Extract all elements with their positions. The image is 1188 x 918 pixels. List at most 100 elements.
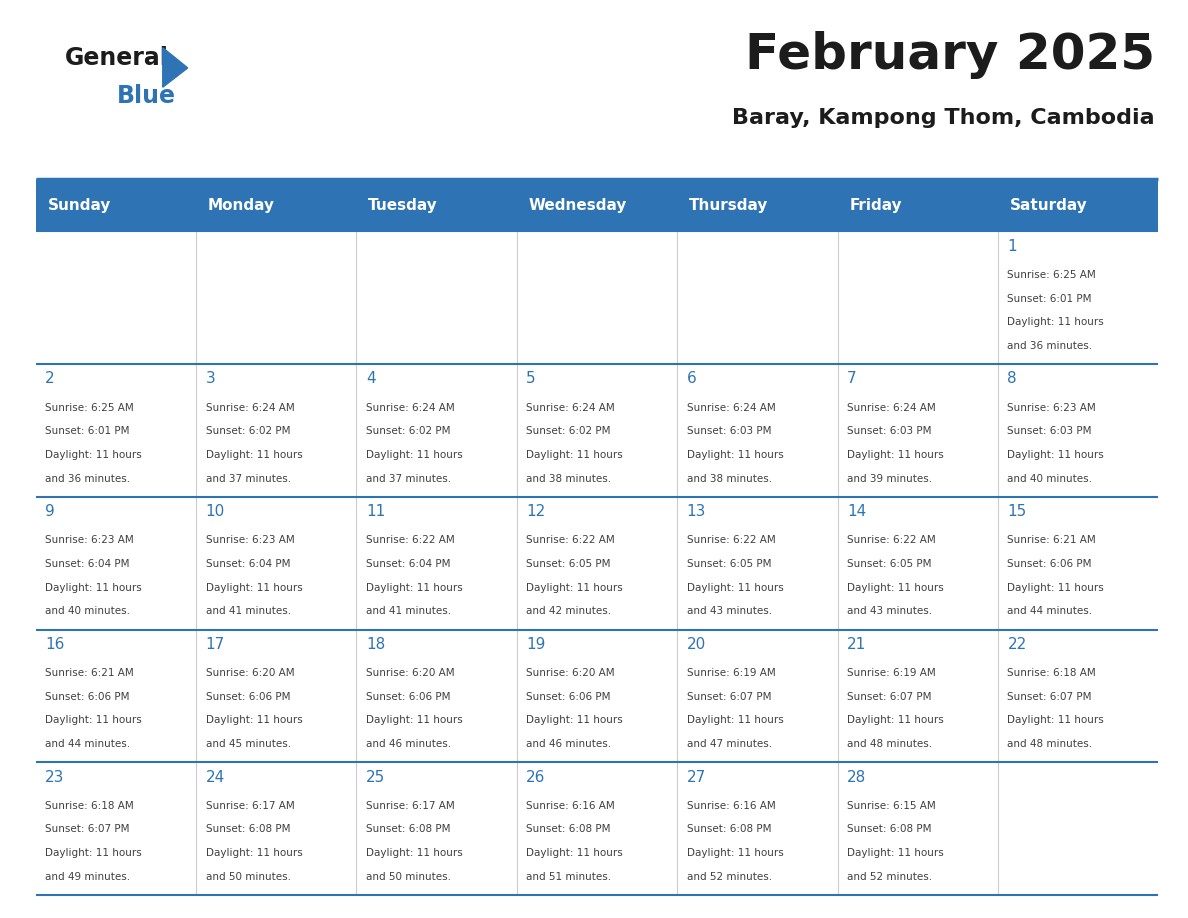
- Text: and 48 minutes.: and 48 minutes.: [1007, 739, 1093, 749]
- Text: Sunrise: 6:17 AM: Sunrise: 6:17 AM: [206, 800, 295, 811]
- Text: Baray, Kampong Thom, Cambodia: Baray, Kampong Thom, Cambodia: [732, 107, 1155, 128]
- Text: Sunrise: 6:18 AM: Sunrise: 6:18 AM: [45, 800, 134, 811]
- Text: Sunset: 6:06 PM: Sunset: 6:06 PM: [45, 692, 129, 701]
- Text: Daylight: 11 hours: Daylight: 11 hours: [206, 583, 302, 593]
- Bar: [36, 364, 1158, 497]
- Text: Sunrise: 6:16 AM: Sunrise: 6:16 AM: [687, 800, 776, 811]
- Text: 18: 18: [366, 637, 385, 652]
- Text: Sunset: 6:03 PM: Sunset: 6:03 PM: [1007, 426, 1092, 436]
- Text: Sunrise: 6:25 AM: Sunrise: 6:25 AM: [1007, 270, 1097, 280]
- Text: Sunset: 6:04 PM: Sunset: 6:04 PM: [45, 559, 129, 569]
- Text: Sunrise: 6:22 AM: Sunrise: 6:22 AM: [366, 535, 455, 545]
- Text: and 41 minutes.: and 41 minutes.: [206, 606, 291, 616]
- Text: 16: 16: [45, 637, 64, 652]
- Text: and 45 minutes.: and 45 minutes.: [206, 739, 291, 749]
- Text: Sunrise: 6:19 AM: Sunrise: 6:19 AM: [687, 668, 776, 678]
- Text: Daylight: 11 hours: Daylight: 11 hours: [45, 450, 141, 460]
- Bar: [36, 630, 1158, 762]
- Text: and 50 minutes.: and 50 minutes.: [366, 872, 451, 882]
- Text: and 51 minutes.: and 51 minutes.: [526, 872, 612, 882]
- Text: Sunday: Sunday: [48, 197, 110, 213]
- Text: Sunrise: 6:24 AM: Sunrise: 6:24 AM: [526, 403, 615, 412]
- Text: Sunrise: 6:22 AM: Sunrise: 6:22 AM: [687, 535, 776, 545]
- Text: Daylight: 11 hours: Daylight: 11 hours: [366, 450, 462, 460]
- Text: Daylight: 11 hours: Daylight: 11 hours: [847, 715, 943, 725]
- Text: 7: 7: [847, 372, 857, 386]
- Text: Friday: Friday: [849, 197, 902, 213]
- Text: 24: 24: [206, 769, 225, 785]
- Text: and 43 minutes.: and 43 minutes.: [687, 606, 772, 616]
- Text: Sunset: 6:04 PM: Sunset: 6:04 PM: [206, 559, 290, 569]
- Text: 2: 2: [45, 372, 55, 386]
- Text: Sunrise: 6:20 AM: Sunrise: 6:20 AM: [366, 668, 455, 678]
- Text: Sunrise: 6:25 AM: Sunrise: 6:25 AM: [45, 403, 134, 412]
- Text: Daylight: 11 hours: Daylight: 11 hours: [687, 715, 783, 725]
- Text: and 49 minutes.: and 49 minutes.: [45, 872, 131, 882]
- Bar: [36, 179, 1158, 231]
- Text: Wednesday: Wednesday: [529, 197, 627, 213]
- Text: Sunrise: 6:20 AM: Sunrise: 6:20 AM: [526, 668, 615, 678]
- Text: 10: 10: [206, 504, 225, 520]
- Text: Sunset: 6:04 PM: Sunset: 6:04 PM: [366, 559, 450, 569]
- Text: 9: 9: [45, 504, 55, 520]
- Text: Sunrise: 6:22 AM: Sunrise: 6:22 AM: [526, 535, 615, 545]
- Text: Daylight: 11 hours: Daylight: 11 hours: [1007, 583, 1104, 593]
- Text: Sunrise: 6:24 AM: Sunrise: 6:24 AM: [206, 403, 295, 412]
- Text: Daylight: 11 hours: Daylight: 11 hours: [526, 848, 623, 858]
- Text: Daylight: 11 hours: Daylight: 11 hours: [847, 848, 943, 858]
- Text: General: General: [65, 46, 169, 70]
- Text: Sunrise: 6:24 AM: Sunrise: 6:24 AM: [366, 403, 455, 412]
- Bar: [36, 762, 1158, 895]
- Text: 1: 1: [1007, 239, 1017, 253]
- Text: Sunrise: 6:24 AM: Sunrise: 6:24 AM: [847, 403, 936, 412]
- Text: Daylight: 11 hours: Daylight: 11 hours: [206, 715, 302, 725]
- Text: 3: 3: [206, 372, 215, 386]
- Text: and 42 minutes.: and 42 minutes.: [526, 606, 612, 616]
- Text: Sunrise: 6:20 AM: Sunrise: 6:20 AM: [206, 668, 295, 678]
- Text: and 37 minutes.: and 37 minutes.: [366, 474, 451, 484]
- Text: 28: 28: [847, 769, 866, 785]
- Text: Sunrise: 6:22 AM: Sunrise: 6:22 AM: [847, 535, 936, 545]
- Text: Sunrise: 6:23 AM: Sunrise: 6:23 AM: [45, 535, 134, 545]
- Text: Blue: Blue: [116, 84, 176, 108]
- Text: Sunset: 6:05 PM: Sunset: 6:05 PM: [687, 559, 771, 569]
- Text: and 44 minutes.: and 44 minutes.: [45, 739, 131, 749]
- Text: Daylight: 11 hours: Daylight: 11 hours: [366, 848, 462, 858]
- Text: Daylight: 11 hours: Daylight: 11 hours: [45, 848, 141, 858]
- Text: 5: 5: [526, 372, 536, 386]
- Text: Daylight: 11 hours: Daylight: 11 hours: [366, 715, 462, 725]
- Text: and 50 minutes.: and 50 minutes.: [206, 872, 291, 882]
- Text: and 48 minutes.: and 48 minutes.: [847, 739, 933, 749]
- Text: and 38 minutes.: and 38 minutes.: [526, 474, 612, 484]
- Text: 11: 11: [366, 504, 385, 520]
- Text: Sunset: 6:01 PM: Sunset: 6:01 PM: [45, 426, 129, 436]
- Text: and 39 minutes.: and 39 minutes.: [847, 474, 933, 484]
- Text: Sunset: 6:07 PM: Sunset: 6:07 PM: [1007, 692, 1092, 701]
- Text: Sunset: 6:02 PM: Sunset: 6:02 PM: [206, 426, 290, 436]
- Text: Sunrise: 6:18 AM: Sunrise: 6:18 AM: [1007, 668, 1097, 678]
- Text: 14: 14: [847, 504, 866, 520]
- Text: Daylight: 11 hours: Daylight: 11 hours: [45, 715, 141, 725]
- Text: Sunset: 6:02 PM: Sunset: 6:02 PM: [366, 426, 450, 436]
- Text: and 40 minutes.: and 40 minutes.: [45, 606, 131, 616]
- Text: Sunset: 6:03 PM: Sunset: 6:03 PM: [847, 426, 931, 436]
- Text: Thursday: Thursday: [689, 197, 769, 213]
- Text: Sunset: 6:02 PM: Sunset: 6:02 PM: [526, 426, 611, 436]
- Text: 21: 21: [847, 637, 866, 652]
- Text: Daylight: 11 hours: Daylight: 11 hours: [847, 583, 943, 593]
- Text: Sunset: 6:03 PM: Sunset: 6:03 PM: [687, 426, 771, 436]
- Text: and 37 minutes.: and 37 minutes.: [206, 474, 291, 484]
- Text: 15: 15: [1007, 504, 1026, 520]
- Text: and 41 minutes.: and 41 minutes.: [366, 606, 451, 616]
- Text: and 40 minutes.: and 40 minutes.: [1007, 474, 1093, 484]
- Bar: [36, 231, 1158, 364]
- Text: Sunset: 6:01 PM: Sunset: 6:01 PM: [1007, 294, 1092, 304]
- Text: and 46 minutes.: and 46 minutes.: [526, 739, 612, 749]
- Text: Daylight: 11 hours: Daylight: 11 hours: [206, 848, 302, 858]
- Text: Sunset: 6:06 PM: Sunset: 6:06 PM: [1007, 559, 1092, 569]
- Text: Sunrise: 6:21 AM: Sunrise: 6:21 AM: [1007, 535, 1097, 545]
- Text: Sunrise: 6:24 AM: Sunrise: 6:24 AM: [687, 403, 776, 412]
- Text: Sunset: 6:08 PM: Sunset: 6:08 PM: [526, 824, 611, 834]
- Text: Sunset: 6:08 PM: Sunset: 6:08 PM: [206, 824, 290, 834]
- Text: Daylight: 11 hours: Daylight: 11 hours: [526, 450, 623, 460]
